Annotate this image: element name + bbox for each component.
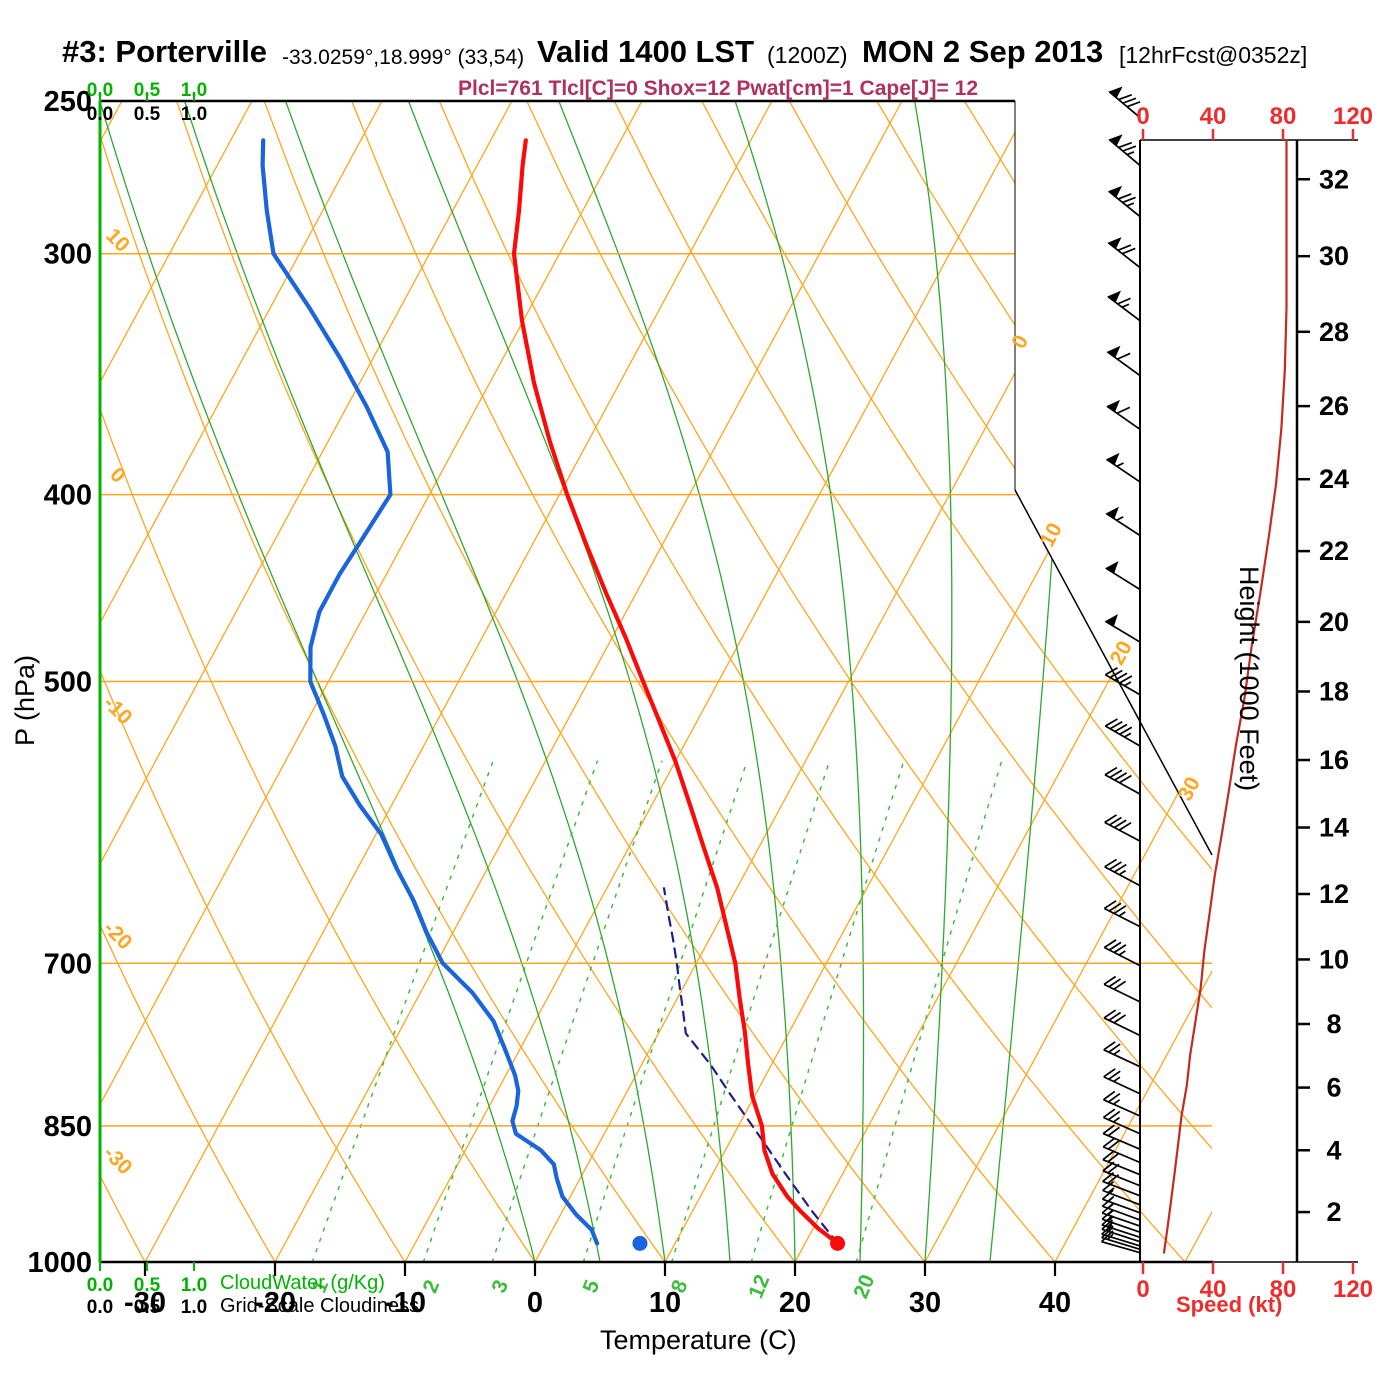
svg-text:1000: 1000 [27, 1247, 92, 1279]
svg-text:0.5: 0.5 [134, 104, 161, 125]
height-axis-title: Height (1000 Feet) [1234, 566, 1264, 792]
svg-text:80: 80 [1270, 103, 1297, 130]
valid-date: MON 2 Sep 2013 [862, 34, 1104, 69]
svg-text:1.0: 1.0 [181, 1297, 207, 1318]
wind-barbs [1100, 86, 1141, 1262]
svg-text:3: 3 [487, 1277, 513, 1296]
svg-text:28: 28 [1319, 317, 1349, 347]
svg-text:1.0: 1.0 [181, 80, 207, 101]
parcel-curve [662, 887, 839, 1245]
svg-text:-20: -20 [99, 917, 137, 955]
svg-text:-30: -30 [124, 1287, 166, 1319]
svg-text:0.5: 0.5 [134, 1297, 161, 1318]
svg-text:12: 12 [1319, 879, 1349, 909]
svg-text:400: 400 [44, 480, 92, 512]
svg-text:12: 12 [744, 1271, 774, 1301]
surface-dewpoint-dot [632, 1235, 648, 1251]
svg-text:0: 0 [1136, 103, 1149, 130]
svg-text:300: 300 [44, 239, 92, 271]
station-title: #3: Porterville [62, 34, 268, 69]
cloud-axes: 0.00.00.00.00.50.50.50.51.01.01.01.0 [87, 80, 207, 1318]
svg-text:0.5: 0.5 [134, 1275, 161, 1296]
temperature-curve [511, 138, 840, 1246]
svg-text:2: 2 [1326, 1197, 1341, 1227]
speed-axis-title: Speed (kt) [1176, 1292, 1283, 1317]
svg-text:120: 120 [1333, 1276, 1373, 1303]
svg-text:30: 30 [1319, 241, 1349, 271]
svg-text:14: 14 [1319, 813, 1349, 843]
valid-zulu-time: (1200Z) [767, 42, 848, 68]
dewpoint-curve [260, 138, 600, 1246]
surface-temp-dot [830, 1235, 846, 1251]
svg-text:4: 4 [1326, 1135, 1341, 1165]
temperature-axis: -30 -20 -10 0 10 20 30 40 [124, 1262, 1071, 1319]
pressure-lines [100, 101, 1212, 1262]
temperature-axis-title: Temperature (C) [600, 1325, 797, 1355]
pressure-axis-title: P (hPa) [10, 654, 40, 746]
skewt-background-grid [100, 101, 1212, 1262]
svg-text:22: 22 [1319, 536, 1349, 566]
surface-dots [632, 1235, 846, 1251]
svg-text:40: 40 [1039, 1287, 1071, 1319]
stability-indices: Plcl=761 Tlcl[C]=0 Shox=12 Pwat[cm]=1 Ca… [458, 77, 978, 100]
svg-text:80: 80 [1270, 1276, 1297, 1303]
svg-text:18: 18 [1319, 676, 1349, 706]
mixing-ratio-lines [311, 760, 1003, 1262]
cloudwater-axis-title: CloudWater (g/Kg) [220, 1272, 385, 1294]
svg-text:0.0: 0.0 [87, 80, 113, 101]
svg-text:0.0: 0.0 [87, 1297, 113, 1318]
svg-text:0: 0 [105, 463, 130, 488]
svg-text:120: 120 [1333, 103, 1373, 130]
svg-text:20: 20 [779, 1287, 811, 1319]
svg-text:32: 32 [1319, 164, 1349, 194]
svg-text:5: 5 [579, 1277, 605, 1297]
svg-text:10: 10 [1036, 519, 1067, 550]
svg-text:20: 20 [1106, 637, 1137, 668]
svg-text:-30: -30 [99, 1142, 137, 1180]
station-coordinates: -33.0259°,18.999° (33,54) [282, 46, 525, 69]
cloudiness-axis-title: Grid-Scale Cloudiness [220, 1295, 419, 1317]
svg-text:850: 850 [44, 1111, 92, 1143]
svg-text:24: 24 [1319, 464, 1349, 494]
svg-text:16: 16 [1319, 745, 1349, 775]
svg-text:1.0: 1.0 [181, 1275, 207, 1296]
svg-text:0: 0 [527, 1287, 543, 1319]
pressure-axis: 250 300 400 500 700 850 1000 [27, 86, 92, 1279]
svg-text:0: 0 [1007, 331, 1033, 352]
svg-text:40: 40 [1200, 1276, 1227, 1303]
svg-text:10: 10 [1319, 944, 1349, 974]
svg-text:0.0: 0.0 [87, 104, 113, 125]
svg-text:20: 20 [1319, 607, 1349, 637]
svg-text:-10: -10 [384, 1287, 426, 1319]
speed-profile-curve [1162, 139, 1288, 1254]
svg-text:-20: -20 [254, 1287, 296, 1319]
valid-time-title: Valid 1400 LST [537, 34, 755, 69]
forecast-info: [12hrFcst@0352z] [1119, 42, 1308, 68]
svg-text:0: 0 [1136, 1276, 1149, 1303]
svg-text:10: 10 [649, 1287, 681, 1319]
svg-text:0.0: 0.0 [87, 1275, 113, 1296]
svg-text:250: 250 [44, 86, 92, 118]
svg-text:-10: -10 [99, 692, 137, 730]
svg-text:20: 20 [849, 1271, 879, 1301]
svg-text:1.0: 1.0 [181, 104, 207, 125]
svg-text:40: 40 [1200, 103, 1227, 130]
svg-text:10: 10 [101, 224, 134, 257]
svg-text:26: 26 [1319, 391, 1349, 421]
svg-text:6: 6 [1326, 1073, 1341, 1103]
plot-borders [98, 99, 1358, 1264]
svg-text:30: 30 [909, 1287, 941, 1319]
speed-axis: 0 0 40 40 80 80 120 120 [1136, 103, 1373, 1303]
svg-text:0.5: 0.5 [134, 80, 161, 101]
svg-text:700: 700 [44, 948, 92, 980]
svg-text:8: 8 [1326, 1009, 1341, 1039]
svg-text:30: 30 [1174, 773, 1205, 804]
svg-text:500: 500 [44, 667, 92, 699]
